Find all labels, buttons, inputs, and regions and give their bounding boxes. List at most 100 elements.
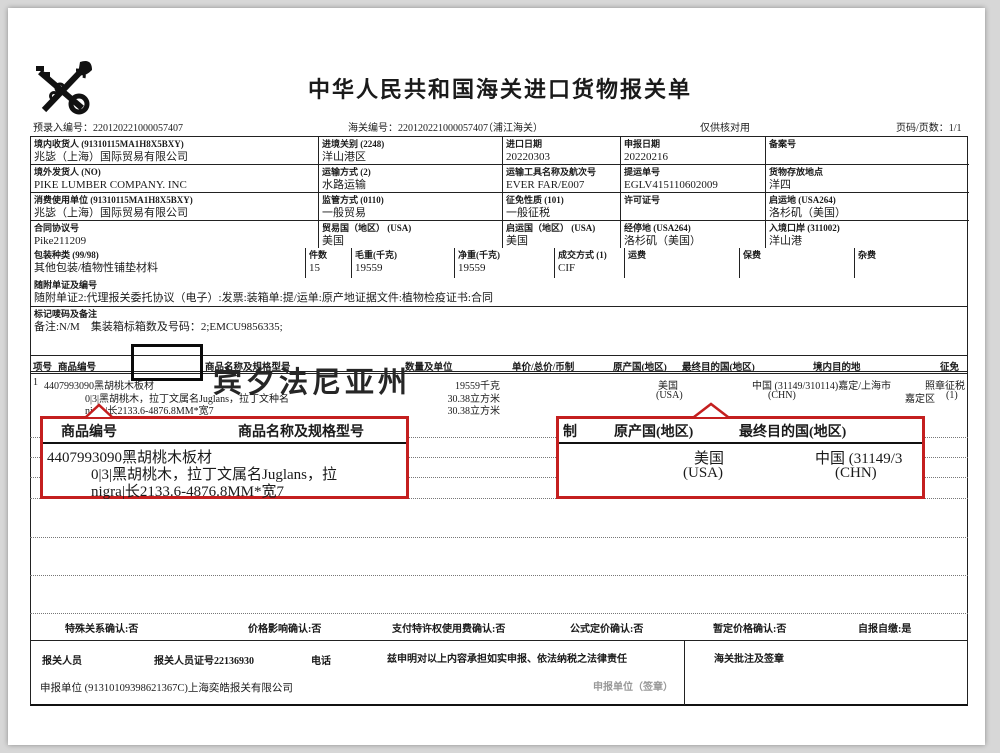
red-caret-pointer-left xyxy=(84,402,114,423)
col-header-levy: 征免 xyxy=(940,363,960,373)
field-declare-date: 申报日期 20220216 xyxy=(621,137,766,165)
legal-declaration: 兹申明对以上内容承担如实申报、依法纳税之法律责任 xyxy=(387,654,627,665)
item-code-name: 4407993090黑胡桃木板材 xyxy=(44,381,154,392)
callout-goods-zoom: 商品编号 商品名称及规格型号 4407993090黑胡桃木板材 0|3|黑胡桃木… xyxy=(40,416,409,500)
field-overseas-shipper: 境外发货人 (NO) PIKE LUMBER COMPANY. INC xyxy=(31,165,319,193)
field-levy-nature: 征免性质 (101) 一般征税 xyxy=(503,193,621,221)
form-title: 中华人民共和国海关进口货物报关单 xyxy=(307,77,692,102)
item-qty-1: 19559千克 xyxy=(455,381,500,392)
customs-notes-label: 海关批注及签章 xyxy=(714,654,784,665)
documents-label: 随附单证及编号 xyxy=(34,280,98,290)
pennsylvania-overlay-annotation: 宾夕法尼亚州 xyxy=(213,367,412,399)
item-no: 1 xyxy=(33,377,38,388)
dotted-rule xyxy=(30,537,968,538)
highlight-rectangle-annotation xyxy=(131,344,203,381)
dotted-rule xyxy=(30,498,968,499)
confirm-self-declaration: 自报自缴:是 xyxy=(858,624,912,635)
field-departure-country: 启运国（地区） (USA) 美国 xyxy=(503,221,621,249)
customs-office: （浦江海关） xyxy=(483,123,543,134)
col-header-item-no: 项号 xyxy=(33,363,53,373)
check-only-note: 仅供核对用 xyxy=(700,123,750,134)
declarant-cert-number: 报关人员证号22136930 xyxy=(154,656,254,667)
field-contract-number: 合同协议号 Pike211209 xyxy=(31,221,319,249)
phone-label: 电话 xyxy=(311,656,331,667)
item-domestic-district: 嘉定区 xyxy=(905,394,935,405)
confirm-provisional-price: 暂定价格确认:否 xyxy=(713,624,787,635)
field-pieces: 件数 15 xyxy=(306,248,352,278)
field-transport-mode: 运输方式 (2) 水路运输 xyxy=(319,165,503,193)
confirm-royalty-payment: 支付特许权使用费确认:否 xyxy=(392,624,506,635)
callout-dest-value: 中国 (31149/3 xyxy=(815,451,903,467)
declarant-label: 报关人员 xyxy=(42,656,82,667)
item-name-line3: nigra|长2133.6-4876.8MM*宽7 xyxy=(85,406,214,417)
field-freight: 运费 xyxy=(625,248,740,278)
field-entry-customs: 进境关别 (2248) 洋山港区 xyxy=(319,137,503,165)
customs-number: 海关编号：220120221000057407 xyxy=(348,123,488,134)
field-package-type: 包装种类 (99/98) 其他包装/植物性铺垫材料 xyxy=(31,248,306,278)
field-entry-port: 入境口岸 (311002) 洋山港 xyxy=(769,223,840,247)
footer-block xyxy=(30,640,968,706)
agent-seal-label: 申报单位（签章） xyxy=(593,682,673,693)
documents-content: 随附单证2:代理报关委托协议（电子）:发票:装箱单:提/运单:原产地证据文件:植… xyxy=(34,292,493,304)
dotted-rule xyxy=(30,437,968,438)
col-header-name-spec: 商品名称及规格型号 xyxy=(205,363,291,373)
field-bill-of-lading: 提运单号 EGLV415110602009 xyxy=(621,165,766,193)
callout-dest-header: 最终目的国(地区) xyxy=(739,425,847,440)
accompanying-documents-block: 随附单证及编号 随附单证2:代理报关委托协议（电子）:发票:装箱单:提/运单:原… xyxy=(30,278,968,307)
callout-goods-line1: 4407993090黑胡桃木板材 xyxy=(47,450,213,466)
field-insurance: 保费 xyxy=(740,248,855,278)
item-origin-code: (USA) xyxy=(656,390,683,401)
item-dest-code: (CHN) xyxy=(768,390,796,401)
field-import-date: 进口日期 20220303 xyxy=(503,137,621,165)
header-info-grid: 境内收货人 (91310115MA1H8X5BXY) 兆毖（上海）国际贸易有限公司… xyxy=(30,136,969,250)
pre-entry-number: 预录入编号：220120221000057407 xyxy=(33,123,183,134)
red-caret-pointer-right xyxy=(692,400,730,423)
dotted-rule xyxy=(30,477,968,478)
china-customs-emblem-icon xyxy=(30,58,96,118)
header-double-rule xyxy=(30,371,968,374)
field-net-weight: 净重(千克) 19559 xyxy=(455,248,555,278)
dotted-rule xyxy=(30,575,968,576)
confirm-formula-pricing: 公式定价确认:否 xyxy=(570,624,644,635)
col-header-price-currency: 单价/总价/币制 xyxy=(512,363,575,373)
callout-goods-name-header: 商品名称及规格型号 xyxy=(238,425,364,440)
callout-goods-code-header: 商品编号 xyxy=(61,425,117,440)
callout-origin-code: (USA) xyxy=(683,465,723,481)
field-misc-fees: 杂费 xyxy=(858,250,877,260)
document-sheet xyxy=(8,8,985,745)
callout-dest-code: (CHN) xyxy=(835,465,877,481)
col-header-dest-country: 最终目的国(地区) xyxy=(682,363,755,373)
callout-origin-zoom: 制 原产国(地区) 最终目的国(地区) 美国 (USA) 中国 (31149/3… xyxy=(556,416,925,499)
col-header-qty-unit: 数量及单位 xyxy=(405,363,453,373)
page-indicator: 页码/页数：1/1 xyxy=(896,123,962,134)
field-transit-place: 经停地 (USA264) 洛杉矶（美国） xyxy=(621,221,766,249)
col-header-domestic-dest: 境内目的地 xyxy=(813,363,861,373)
callout-origin-header: 原产国(地区) xyxy=(614,425,694,440)
callout-divider xyxy=(43,442,406,444)
item-qty-2: 30.38立方米 xyxy=(447,394,501,405)
confirm-special-relationship: 特殊关系确认:否 xyxy=(65,624,139,635)
declaring-agent: 申报单位 (91310109398621367C)上海奕皓报关有限公司 xyxy=(40,683,293,694)
packing-row: 包装种类 (99/98) 其他包装/植物性铺垫材料 件数 15 毛重(千克) 1955… xyxy=(30,248,968,279)
item-levy: 照章征税 xyxy=(925,381,965,392)
dotted-rule xyxy=(30,457,968,458)
callout-currency-header: 制 xyxy=(563,425,577,440)
item-dest-domestic: 中国 (31149/310114)嘉定/上海市 xyxy=(752,381,891,392)
field-storage-place: 货物存放地点 洋四 xyxy=(766,165,969,193)
callout-origin-value: 美国 xyxy=(694,451,725,467)
callout-divider xyxy=(559,442,922,444)
field-record-number: 备案号 xyxy=(766,137,969,165)
col-header-commodity-code: 商品编号 xyxy=(58,363,97,373)
dotted-rule xyxy=(30,613,968,614)
callout-goods-line3: nigra|长2133.6-4876.8MM*宽7 xyxy=(91,484,284,500)
marks-content: 备注:N/M 集装箱标箱数及号码：2;EMCU9856335; xyxy=(34,321,283,333)
footer-divider xyxy=(684,640,685,705)
field-trade-country: 贸易国（地区） (USA) 美国 xyxy=(319,221,503,249)
field-consumer-unit: 消费使用单位 (91310115MA1H8X5BXY) 兆毖（上海）国际贸易有限公… xyxy=(31,193,319,221)
item-qty-3: 30.38立方米 xyxy=(447,406,501,417)
field-gross-weight: 毛重(千克) 19559 xyxy=(352,248,455,278)
field-incoterms: 成交方式 (1) CIF xyxy=(555,248,625,278)
col-header-origin-country: 原产国(地区) xyxy=(613,363,667,373)
callout-goods-line2: 0|3|黑胡桃木，拉丁文属名Juglans，拉 xyxy=(91,467,338,483)
confirm-price-influence: 价格影响确认:否 xyxy=(248,624,322,635)
